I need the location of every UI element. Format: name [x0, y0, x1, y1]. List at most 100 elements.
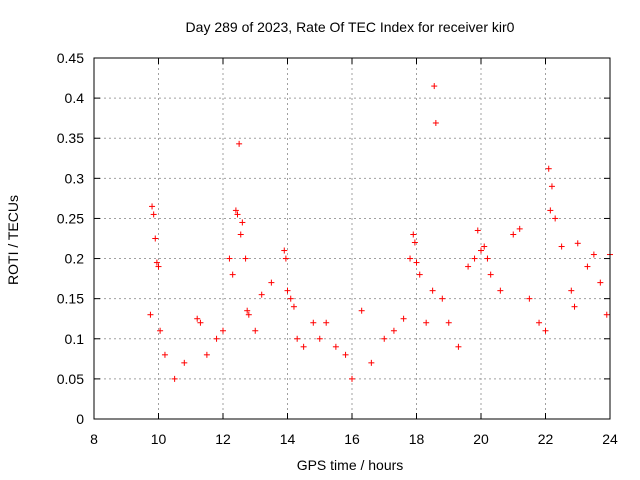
data-point: [181, 359, 188, 366]
y-tick-label: 0.35: [57, 130, 84, 146]
x-tick-label: 14: [280, 431, 296, 447]
data-point: [229, 271, 236, 278]
data-point: [455, 343, 462, 350]
data-point: [236, 140, 243, 147]
data-point: [203, 351, 210, 358]
x-tick-label: 16: [344, 431, 360, 447]
data-point: [147, 311, 154, 318]
data-point: [310, 319, 317, 326]
y-axis-label: ROTI / TECUs: [5, 195, 21, 285]
data-point: [481, 243, 488, 250]
data-point: [368, 359, 375, 366]
data-point: [568, 287, 575, 294]
grid-lines: [94, 58, 610, 419]
y-tick-label: 0.05: [57, 371, 84, 387]
data-point: [252, 327, 259, 334]
x-tick-label: 18: [409, 431, 425, 447]
data-point: [465, 263, 472, 270]
data-point: [381, 335, 388, 342]
data-point: [349, 375, 355, 382]
y-tick-label: 0.2: [65, 251, 85, 267]
data-point: [358, 307, 365, 314]
data-point: [287, 295, 294, 302]
data-point: [332, 343, 339, 350]
x-tick-label: 8: [90, 431, 98, 447]
data-point: [152, 235, 159, 242]
data-point: [597, 279, 604, 286]
data-point: [411, 239, 418, 246]
data-point: [552, 215, 559, 222]
y-tick-label: 0.1: [65, 331, 85, 347]
data-point: [484, 255, 491, 262]
data-point: [390, 327, 397, 334]
data-point: [245, 311, 252, 318]
data-point: [153, 259, 160, 266]
data-point: [558, 243, 565, 250]
x-axis-ticks: 8 10 12 14 16 18 20 22 24: [90, 58, 618, 447]
y-tick-label: 0: [76, 411, 84, 427]
data-point: [439, 295, 446, 302]
y-tick-label: 0.45: [57, 50, 84, 66]
data-point: [242, 255, 249, 262]
data-point: [590, 251, 597, 258]
y-tick-label: 0.3: [65, 170, 85, 186]
y-axis-ticks: 0 0.05 0.1 0.15 0.2 0.25 0.3 0.35 0.4 0.45: [57, 50, 610, 427]
data-point: [445, 319, 452, 326]
data-point: [239, 219, 246, 226]
x-axis-label: GPS time / hours: [297, 457, 404, 473]
data-point: [510, 231, 517, 238]
data-point: [603, 311, 610, 318]
data-point: [471, 255, 478, 262]
data-point: [157, 327, 164, 334]
data-point: [194, 315, 201, 322]
data-point: [284, 287, 291, 294]
data-point: [316, 335, 323, 342]
data-point: [400, 315, 407, 322]
x-tick-label: 12: [215, 431, 231, 447]
data-point: [474, 227, 481, 234]
data-point: [526, 295, 533, 302]
data-point: [545, 165, 552, 172]
data-point: [423, 319, 430, 326]
data-point: [478, 247, 484, 254]
data-point: [542, 327, 549, 334]
data-point: [516, 225, 523, 232]
x-tick-label: 24: [602, 431, 618, 447]
data-point: [342, 351, 349, 358]
data-point: [497, 287, 504, 294]
data-point: [161, 351, 168, 358]
data-point: [410, 231, 417, 238]
data-point: [213, 335, 220, 342]
x-tick-label: 10: [151, 431, 167, 447]
x-tick-label: 20: [473, 431, 489, 447]
chart-title: Day 289 of 2023, Rate Of TEC Index for r…: [186, 19, 515, 35]
data-point: [171, 375, 178, 382]
data-point: [548, 183, 555, 190]
y-tick-label: 0.25: [57, 210, 84, 226]
data-point: [431, 83, 438, 90]
data-point: [232, 207, 239, 214]
x-tick-label: 22: [538, 431, 554, 447]
data-point: [220, 327, 226, 334]
data-point: [226, 255, 233, 262]
data-point: [584, 263, 591, 270]
data-point: [429, 287, 436, 294]
data-point: [258, 291, 265, 298]
data-point: [536, 319, 543, 326]
data-point: [155, 263, 162, 270]
data-point: [547, 207, 554, 214]
data-point: [282, 255, 289, 262]
data-point: [413, 259, 420, 266]
data-point: [197, 319, 204, 326]
data-points: [147, 83, 613, 382]
y-tick-label: 0.4: [65, 90, 85, 106]
data-point: [244, 307, 251, 314]
data-point: [290, 303, 297, 310]
data-point: [150, 211, 157, 218]
data-point: [323, 319, 330, 326]
data-point: [149, 203, 156, 210]
data-point: [234, 211, 241, 218]
data-point: [571, 303, 578, 310]
data-point: [300, 343, 307, 350]
